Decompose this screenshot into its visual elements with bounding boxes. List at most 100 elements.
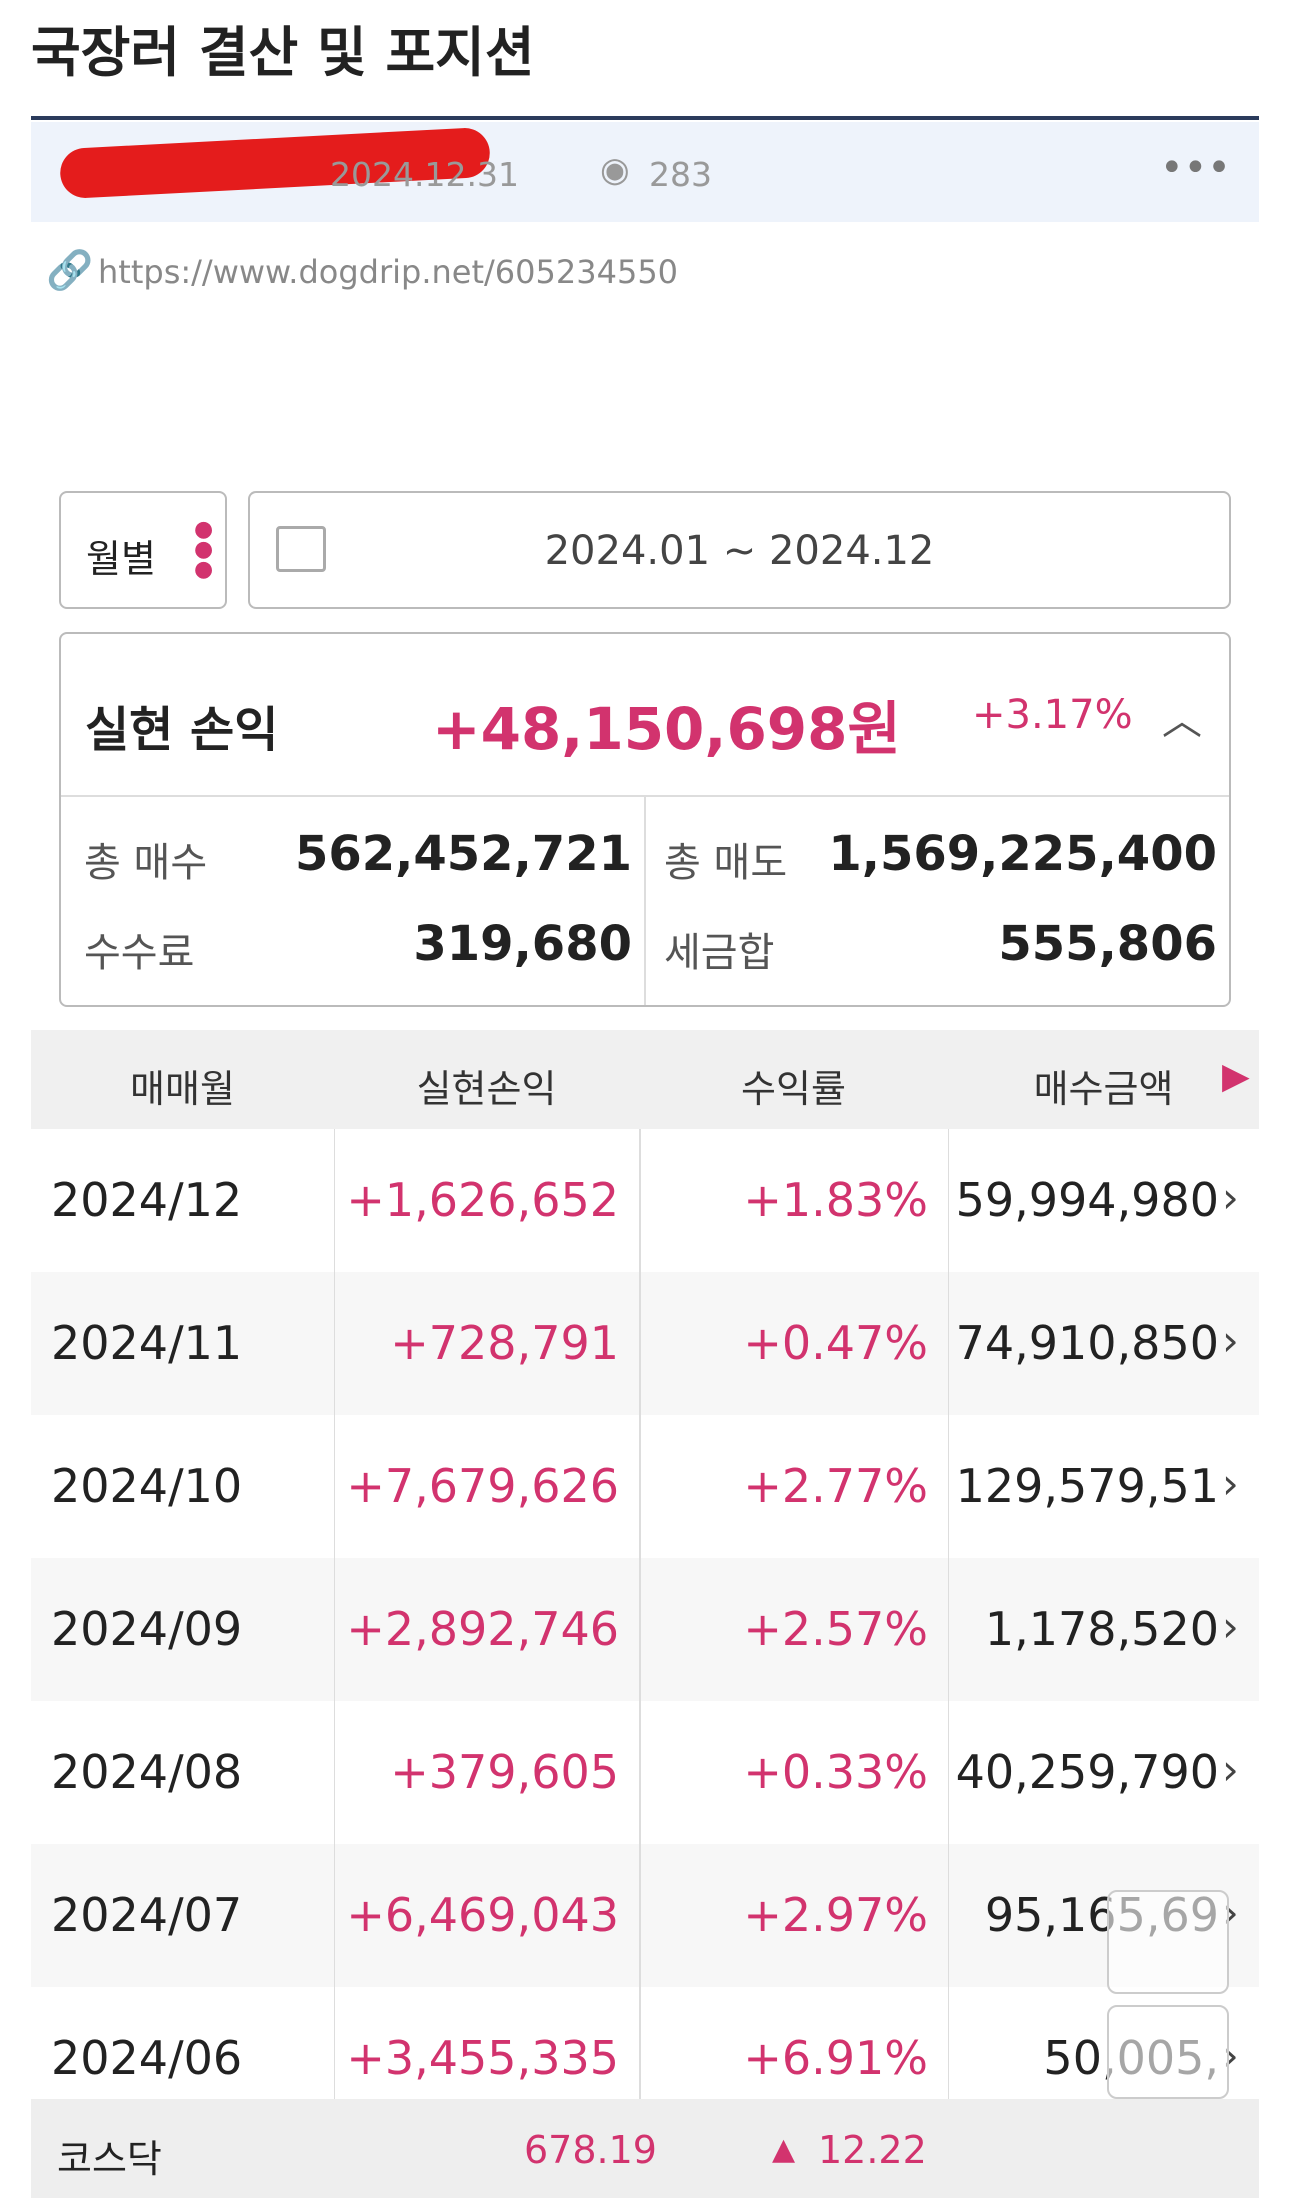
scroll-top-button[interactable] xyxy=(1107,1890,1229,1994)
return-rate: +2.57% xyxy=(743,1602,928,1656)
cell-divider xyxy=(639,1987,641,2130)
buy-amount: 74,910,850 xyxy=(955,1316,1219,1370)
month: 2024/10 xyxy=(51,1459,243,1513)
table-row xyxy=(31,1701,1259,1845)
cell-divider xyxy=(639,1129,641,1272)
row-chevron: › xyxy=(1222,1745,1239,1794)
cell-divider xyxy=(639,1844,641,1987)
scroll-right[interactable]: ▶ xyxy=(1222,1056,1250,1097)
cell-divider xyxy=(334,1987,335,2130)
stat-label: 수수료 xyxy=(84,930,195,976)
month: 2024/08 xyxy=(51,1745,243,1799)
comment-button[interactable] xyxy=(1107,2005,1229,2099)
buy-amount: 1,178,520 xyxy=(984,1602,1219,1656)
column-header: 실현손익 xyxy=(416,1067,557,1111)
table-row xyxy=(31,1272,1259,1416)
ticker-change: 12.22 xyxy=(818,2128,927,2172)
return-rate: +0.33% xyxy=(743,1745,928,1799)
row-chevron: › xyxy=(1222,1316,1239,1365)
row-chevron: › xyxy=(1222,1459,1239,1508)
cell-divider xyxy=(639,1272,641,1415)
cell-divider xyxy=(948,1844,949,1987)
post-title: 국장러 결산 및 포지션 xyxy=(31,21,535,84)
divider xyxy=(644,797,646,1005)
cell-divider xyxy=(334,1415,335,1558)
cell-divider xyxy=(334,1558,335,1701)
calendar-icon xyxy=(276,526,326,572)
post-url[interactable]: https://www.dogdrip.net/605234550 xyxy=(98,253,679,291)
cell-divider xyxy=(948,1558,949,1701)
stat-label: 세금합 xyxy=(664,930,775,976)
month: 2024/12 xyxy=(51,1173,243,1227)
cell-divider xyxy=(334,1272,335,1415)
ticker-price: 678.19 xyxy=(524,2128,657,2172)
row-chevron: › xyxy=(1222,1173,1239,1222)
stat-value: 1,569,225,400 xyxy=(828,826,1217,882)
stat-value: 319,680 xyxy=(413,916,632,972)
table-row xyxy=(31,1558,1259,1702)
cell-divider xyxy=(948,1987,949,2130)
stat-value: 562,452,721 xyxy=(294,826,632,882)
ticker-name: 코스닥 xyxy=(57,2137,162,2181)
table-row xyxy=(31,1415,1259,1559)
stat-label: 총 매도 xyxy=(664,840,788,886)
month: 2024/07 xyxy=(51,1888,243,1942)
view-count: 283 xyxy=(649,155,712,194)
realized-pnl: +379,605 xyxy=(390,1745,619,1799)
cell-divider xyxy=(948,1701,949,1844)
table-row xyxy=(31,1844,1259,1988)
kebab: ● ● ● xyxy=(194,517,214,582)
realized-pnl: +2,892,746 xyxy=(346,1602,619,1656)
table-header xyxy=(31,1030,1259,1131)
realized-pnl: +3,455,335 xyxy=(346,2031,619,2085)
summary-box xyxy=(59,632,1231,1007)
cell-divider xyxy=(948,1415,949,1558)
column-header: 매수금액 xyxy=(1033,1067,1174,1111)
eye-icon: ◉ xyxy=(600,150,630,190)
cell-divider xyxy=(334,1844,335,1987)
cell-divider xyxy=(639,1415,641,1558)
buy-amount: 129,579,51 xyxy=(955,1459,1219,1513)
month: 2024/11 xyxy=(51,1316,243,1370)
return-rate: +6.91% xyxy=(743,2031,928,2085)
stat-value: 555,806 xyxy=(998,916,1217,972)
return-rate: +2.97% xyxy=(743,1888,928,1942)
divider xyxy=(31,116,1259,120)
link-icon: 🔗 xyxy=(46,248,94,292)
date-range: 2024.01 ~ 2024.12 xyxy=(544,528,935,574)
table-row xyxy=(31,1129,1259,1273)
cell-divider xyxy=(334,1129,335,1272)
pnl-rate: +3.17% xyxy=(972,692,1133,738)
column-header: 매매월 xyxy=(130,1067,235,1111)
cell-divider xyxy=(334,1701,335,1844)
cell-divider xyxy=(948,1129,949,1272)
summary-label: 실현 손익 xyxy=(85,702,279,758)
column-header: 수익률 xyxy=(741,1067,846,1111)
return-rate: +0.47% xyxy=(743,1316,928,1370)
realized-pnl: +1,626,652 xyxy=(346,1173,619,1227)
return-rate: +2.77% xyxy=(743,1459,928,1513)
cell-divider xyxy=(948,1272,949,1415)
month: 2024/06 xyxy=(51,2031,243,2085)
cell-divider xyxy=(639,1558,641,1701)
realized-pnl: +6,469,043 xyxy=(346,1888,619,1942)
collapse-icon[interactable]: ︿ xyxy=(1162,698,1202,744)
return-rate: +1.83% xyxy=(743,1173,928,1227)
row-chevron: › xyxy=(1222,1602,1239,1651)
buy-amount: 40,259,790 xyxy=(955,1745,1219,1799)
buy-amount: 59,994,980 xyxy=(955,1173,1219,1227)
ticker-bar xyxy=(31,2099,1259,2198)
stat-label: 총 매수 xyxy=(84,840,208,886)
month: 2024/09 xyxy=(51,1602,243,1656)
up-arrow: ▲ xyxy=(772,2132,796,2167)
range-select[interactable] xyxy=(248,491,1231,609)
realized-pnl: +7,679,626 xyxy=(346,1459,619,1513)
more-button[interactable]: ••• xyxy=(1160,145,1231,191)
realized-pnl: +48,150,698원 xyxy=(432,695,901,763)
cell-divider xyxy=(639,1701,641,1844)
realized-pnl: +728,791 xyxy=(390,1316,619,1370)
divider xyxy=(61,795,1229,797)
post-date: 2024.12.31 xyxy=(330,155,519,194)
period-select[interactable] xyxy=(59,491,227,609)
